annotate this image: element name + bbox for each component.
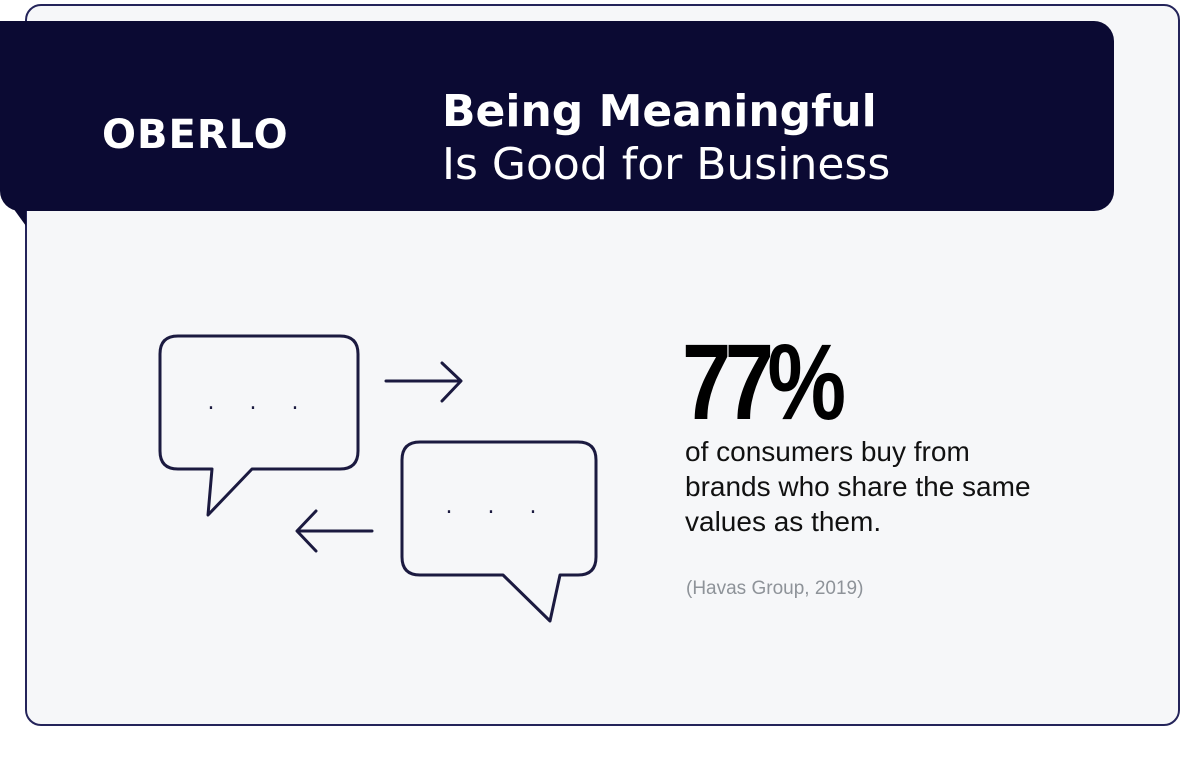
page-title-line-1: Being Meaningful [442,86,877,137]
page-title-line-2: Is Good for Business [442,139,891,190]
speech-bubble-icon [158,334,360,517]
bubble-dots-top: . . . [208,390,313,415]
oberlo-logo: OBERLO [102,112,289,158]
stat-source: (Havas Group, 2019) [686,578,864,599]
stat-value: 77% [682,321,846,442]
conversation-illustration: . . . . . . [158,334,598,623]
bubble-dots-bottom: . . . [446,494,551,519]
header-banner: OBERLO Being Meaningful Is Good for Busi… [0,21,1114,211]
speech-bubble-icon [400,440,598,623]
stat-description: of consumers buy from brands who share t… [685,436,1031,537]
arrow-left-icon [295,509,374,553]
arrow-right-icon [384,361,463,403]
